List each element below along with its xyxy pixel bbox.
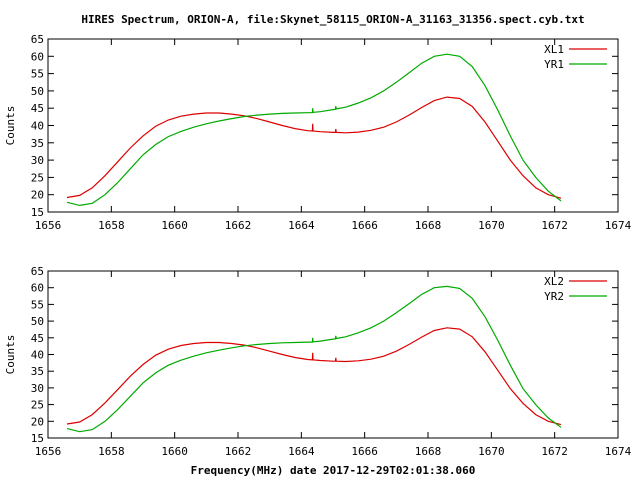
y-tick-label: 30 [31, 154, 44, 167]
x-tick-label: 1670 [478, 445, 505, 458]
x-tick-label: 1666 [351, 445, 378, 458]
series-line-YR1 [66, 53, 562, 207]
y-tick-label: 55 [31, 298, 44, 311]
y-tick-label: 65 [31, 33, 44, 46]
legend-label-XL2: XL2 [544, 275, 564, 288]
x-tick-label: 1672 [541, 445, 568, 458]
x-tick-label: 1658 [98, 219, 125, 232]
x-tick-label: 1658 [98, 445, 125, 458]
x-tick-label: 1662 [225, 445, 252, 458]
series-line-XL2 [66, 327, 562, 426]
y-tick-label: 25 [31, 399, 44, 412]
x-tick-label: 1668 [415, 219, 442, 232]
figure-title: HIRES Spectrum, ORION-A, file:Skynet_581… [81, 13, 584, 26]
x-tick-label: 1660 [161, 219, 188, 232]
series-lines-1 [66, 53, 562, 207]
y-axis-label-2: Counts [4, 335, 17, 375]
x-axis-label: Frequency(MHz) date 2017-12-29T02:01:38.… [191, 464, 476, 477]
y-tick-label: 60 [31, 282, 44, 295]
y-tick-label: 40 [31, 349, 44, 362]
axis-ticks-2: 15 20 25 30 35 40 45 50 55 60 65 1656 1658 1660 1662 16… [31, 265, 632, 458]
legend-label-YR2: YR2 [544, 290, 564, 303]
plot-panel-1: Counts 15 20 25 30 35 40 45 50 55 60 65 1656 1658 166… [4, 33, 632, 232]
series-line-YR2 [66, 285, 562, 433]
x-tick-label: 1662 [225, 219, 252, 232]
series-lines-2 [66, 285, 562, 433]
y-tick-label: 35 [31, 365, 44, 378]
y-tick-label: 40 [31, 120, 44, 133]
y-tick-label: 20 [31, 415, 44, 428]
y-tick-label: 55 [31, 68, 44, 81]
plot-panel-2: Counts 15 20 25 30 35 40 45 50 55 60 65 1656 1658 166… [4, 265, 632, 458]
legend-1: XL1 YR1 [544, 43, 607, 71]
y-tick-label: 65 [31, 265, 44, 278]
y-tick-label: 50 [31, 315, 44, 328]
x-tick-label: 1672 [541, 219, 568, 232]
x-tick-label: 1670 [478, 219, 505, 232]
y-tick-label: 25 [31, 171, 44, 184]
x-tick-label: 1666 [351, 219, 378, 232]
x-tick-label: 1656 [35, 445, 62, 458]
x-tick-label: 1656 [35, 219, 62, 232]
y-tick-label: 60 [31, 50, 44, 63]
x-tick-label: 1668 [415, 445, 442, 458]
y-tick-label: 45 [31, 102, 44, 115]
y-tick-label: 30 [31, 382, 44, 395]
y-tick-label: 35 [31, 137, 44, 150]
x-tick-label: 1664 [288, 445, 315, 458]
axis-ticks-1: 15 20 25 30 35 40 45 50 55 60 65 1656 1658 1660 1662 16… [31, 33, 632, 232]
legend-label-YR1: YR1 [544, 58, 564, 71]
legend-label-XL1: XL1 [544, 43, 564, 56]
y-axis-label-1: Counts [4, 106, 17, 146]
y-tick-label: 20 [31, 189, 44, 202]
series-line-XL1 [66, 96, 562, 199]
x-tick-label: 1674 [605, 445, 632, 458]
x-tick-label: 1664 [288, 219, 315, 232]
x-tick-label: 1660 [161, 445, 188, 458]
legend-2: XL2 YR2 [544, 275, 607, 303]
y-tick-label: 15 [31, 432, 44, 445]
y-tick-label: 50 [31, 85, 44, 98]
x-tick-label: 1674 [605, 219, 632, 232]
y-tick-label: 15 [31, 206, 44, 219]
y-tick-label: 45 [31, 332, 44, 345]
